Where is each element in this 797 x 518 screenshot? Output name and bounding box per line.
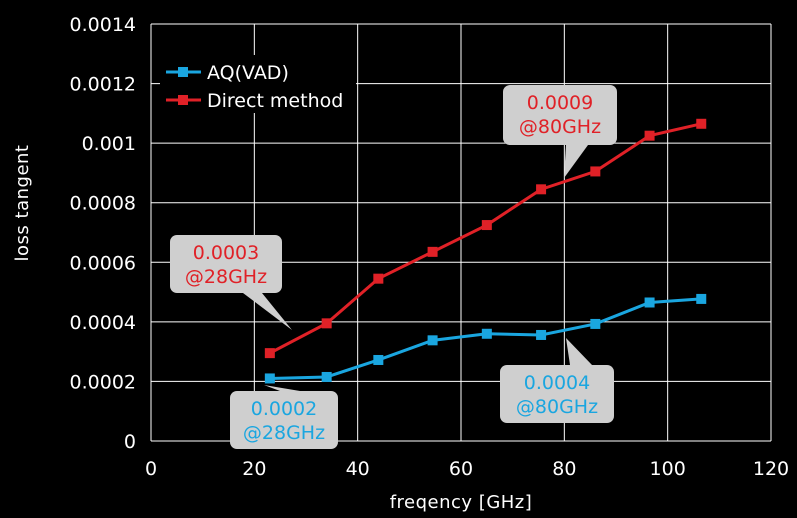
- data-point: [590, 166, 601, 177]
- legend-marker: [178, 95, 188, 105]
- legend-marker: [178, 67, 188, 77]
- x-tick-label: 0: [145, 458, 157, 480]
- series-layer: [264, 118, 707, 384]
- data-point: [696, 293, 707, 304]
- series-0: [264, 293, 707, 384]
- y-tick-label: 0.0008: [70, 193, 136, 215]
- x-tick-label: 40: [346, 458, 370, 480]
- y-tick-label: 0.001: [82, 133, 136, 155]
- legend: AQ(VAD) Direct method: [160, 55, 356, 113]
- callout-box: [503, 85, 617, 145]
- callout-pointer: [264, 385, 300, 391]
- legend-label: Direct method: [207, 90, 343, 112]
- legend-label: AQ(VAD): [207, 62, 289, 84]
- callout-label: 0.0002: [251, 398, 317, 420]
- x-axis-title: freqency [GHz]: [390, 492, 533, 513]
- data-point: [264, 373, 275, 384]
- callout-2: 0.0002@28GHz: [230, 385, 338, 449]
- y-tick-label: 0.0012: [70, 74, 136, 96]
- callout-3: 0.0004@80GHz: [500, 338, 614, 423]
- y-tick-label: 0.0002: [70, 371, 136, 393]
- callout-pointer: [564, 145, 588, 178]
- data-point: [373, 273, 384, 284]
- callout-label: @80GHz: [519, 116, 601, 138]
- callout-label: 0.0003: [193, 242, 259, 264]
- callout-pointer: [566, 338, 592, 365]
- callout-label: @28GHz: [243, 422, 325, 444]
- data-point: [373, 354, 384, 365]
- data-point: [264, 348, 275, 359]
- legend-box: [160, 55, 356, 113]
- callout-label: @28GHz: [185, 266, 267, 288]
- y-axis-title: loss tangent: [12, 145, 33, 262]
- data-point: [644, 130, 655, 141]
- callout-box: [230, 391, 338, 449]
- callout-label: 0.0004: [524, 372, 590, 394]
- y-tick-label: 0.0004: [70, 312, 136, 334]
- data-point: [427, 335, 438, 346]
- callout-pointer: [243, 293, 292, 330]
- data-point: [590, 318, 601, 329]
- callout-label: @80GHz: [516, 396, 598, 418]
- data-point: [481, 328, 492, 339]
- tick-labels: 0 20 40 60 80 100 120 0 0.0002 0.0004 0.0006 0.0008…: [70, 14, 790, 480]
- data-point: [536, 329, 547, 340]
- x-tick-label: 100: [650, 458, 686, 480]
- x-tick-label: 80: [552, 458, 576, 480]
- y-tick-label: 0.0006: [70, 252, 136, 274]
- callouts: 0.0003@28GHz0.0009@80GHz0.0002@28GHz0.00…: [170, 85, 617, 449]
- x-tick-label: 20: [242, 458, 266, 480]
- data-point: [644, 297, 655, 308]
- data-point: [427, 246, 438, 257]
- callout-box: [500, 365, 614, 423]
- y-tick-label: 0.0014: [70, 14, 136, 36]
- y-tick-label: 0: [124, 431, 136, 453]
- x-tick-label: 120: [753, 458, 789, 480]
- data-point: [321, 318, 332, 329]
- data-point: [696, 118, 707, 129]
- data-point: [536, 184, 547, 195]
- callout-0: 0.0003@28GHz: [170, 235, 292, 330]
- callout-label: 0.0009: [527, 92, 593, 114]
- callout-1: 0.0009@80GHz: [503, 85, 617, 178]
- x-tick-label: 60: [449, 458, 473, 480]
- series-1: [264, 118, 707, 359]
- callout-box: [170, 235, 282, 293]
- data-point: [321, 371, 332, 382]
- data-point: [481, 220, 492, 231]
